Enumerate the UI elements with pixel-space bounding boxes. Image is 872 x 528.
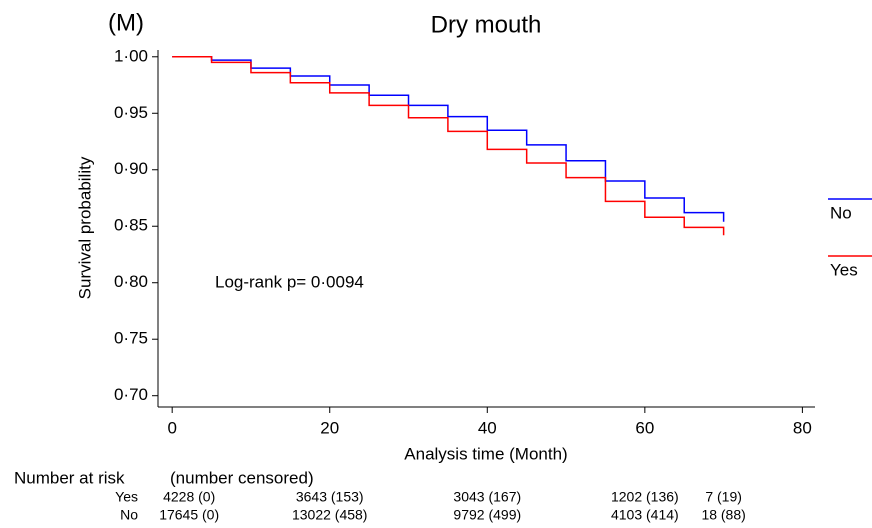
risk-cell: 18 (88)	[701, 507, 745, 523]
legend-label: Yes	[830, 260, 858, 279]
x-tick-label: 40	[478, 418, 497, 437]
risk-title: Number at risk	[14, 468, 125, 487]
survival-curve	[172, 56, 725, 222]
x-tick-label: 20	[320, 418, 339, 437]
risk-cell: 1202 (136)	[611, 489, 679, 505]
risk-row-label: No	[120, 507, 138, 523]
risk-cell: 13022 (458)	[292, 507, 368, 523]
y-tick-label: 0·85	[114, 216, 148, 235]
risk-cell: 4103 (414)	[611, 507, 679, 523]
y-tick-label: 0·95	[114, 103, 148, 122]
risk-row-label: Yes	[115, 489, 138, 505]
x-tick-label: 0	[167, 418, 176, 437]
risk-cell: 3643 (153)	[296, 489, 364, 505]
risk-cell: 7 (19)	[705, 489, 742, 505]
x-tick-label: 60	[635, 418, 654, 437]
risk-cell: 17645 (0)	[159, 507, 219, 523]
survival-curve	[172, 56, 725, 236]
risk-cell: 9792 (499)	[453, 507, 521, 523]
chart-title: Dry mouth	[431, 11, 542, 38]
risk-cell: 3043 (167)	[453, 489, 521, 505]
y-tick-label: 0·90	[114, 159, 148, 178]
panel-label: (M)	[108, 9, 144, 36]
x-tick-label: 80	[793, 418, 812, 437]
legend-label: No	[830, 203, 852, 222]
y-tick-label: 0·80	[114, 272, 148, 291]
x-axis-label: Analysis time (Month)	[404, 444, 567, 463]
y-tick-label: 1·00	[114, 46, 148, 65]
risk-subtitle: (number censored)	[170, 468, 314, 487]
y-tick-label: 0·70	[114, 385, 148, 404]
risk-cell: 4228 (0)	[163, 489, 215, 505]
y-tick-label: 0·75	[114, 329, 148, 348]
y-axis-label: Survival probability	[75, 156, 94, 299]
annotation: Log-rank p= 0·0094	[215, 272, 364, 291]
